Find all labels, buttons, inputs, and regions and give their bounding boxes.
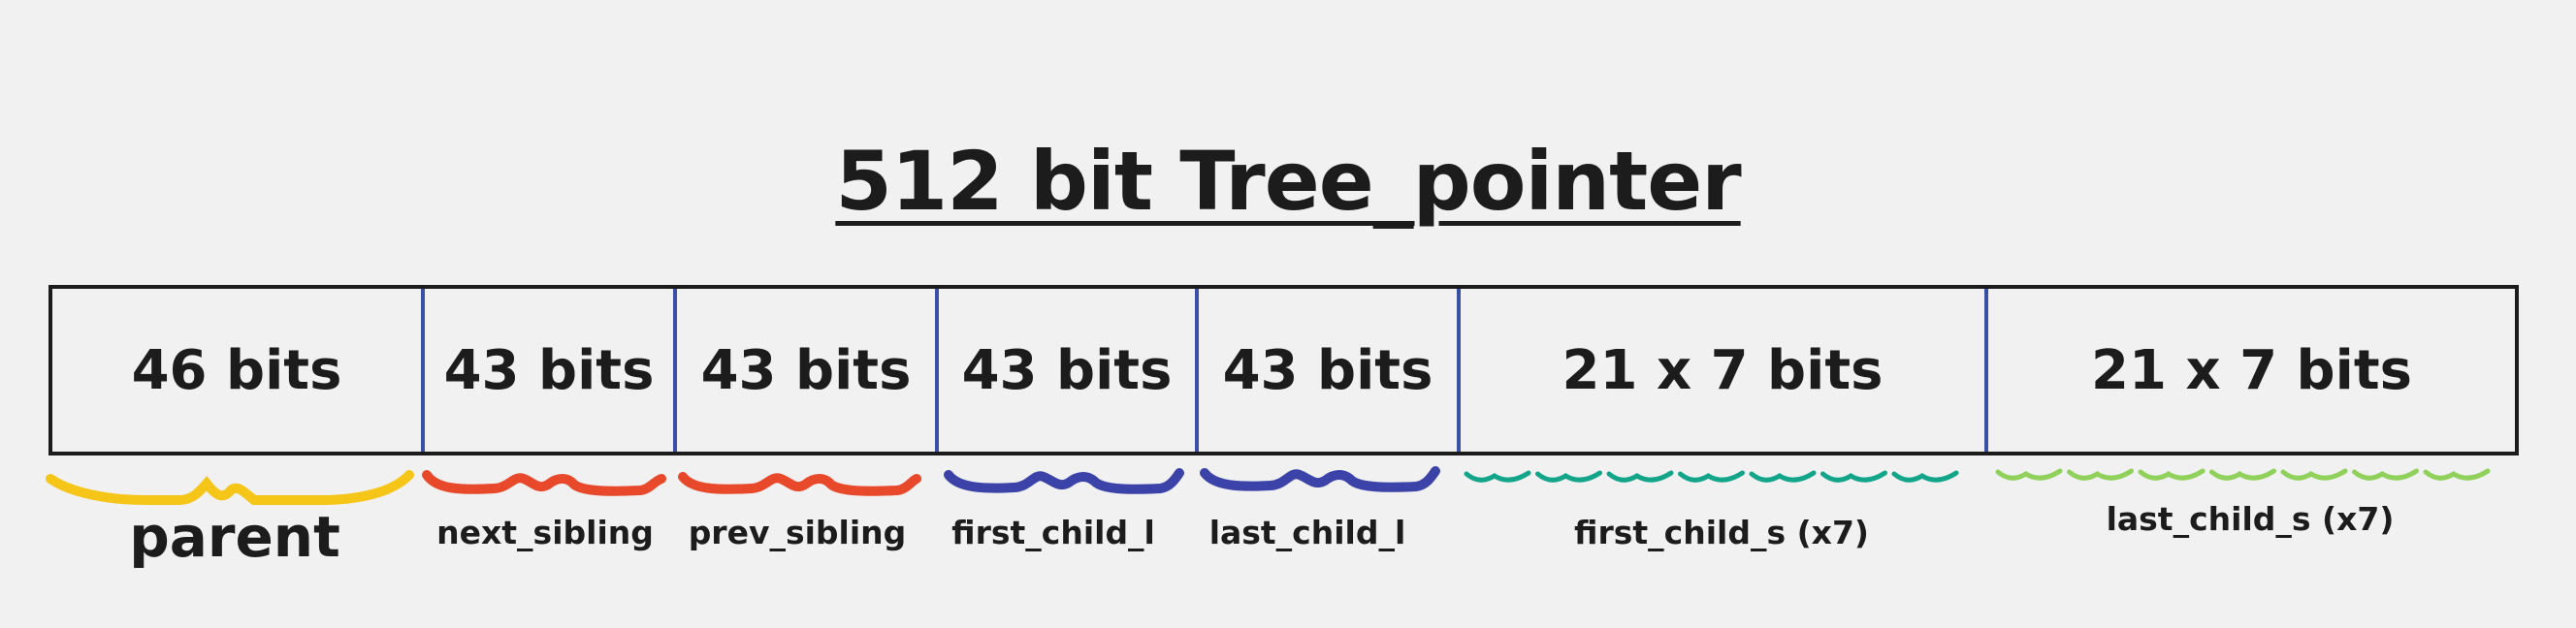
segment-first-child-s-bits: 21 x 7 bits bbox=[1562, 338, 1884, 402]
segment-divider bbox=[421, 289, 425, 452]
brace-last-child-s bbox=[1995, 468, 2491, 481]
segment-label-parent: parent bbox=[129, 504, 340, 570]
segment-label-last-child-s: last_child_s (x7) bbox=[2106, 500, 2395, 538]
segment-divider bbox=[1457, 289, 1461, 452]
segment-divider bbox=[1984, 289, 1988, 452]
brace-first-child-s bbox=[1464, 470, 1959, 483]
segment-label-first-child-s: first_child_s (x7) bbox=[1574, 514, 1869, 551]
brace-prev-sibling bbox=[678, 472, 921, 496]
segment-prev-sibling-bits: 43 bits bbox=[700, 338, 912, 402]
tree-pointer-bit-layout: 46 bits 43 bits 43 bits 43 bits 43 bits … bbox=[48, 285, 2519, 455]
segment-next-sibling-bits: 43 bits bbox=[443, 338, 655, 402]
brace-first-child-l bbox=[944, 468, 1184, 494]
brace-next-sibling bbox=[422, 470, 666, 496]
segment-divider bbox=[673, 289, 677, 452]
segment-divider bbox=[1195, 289, 1199, 452]
segment-label-first-child-l: first_child_l bbox=[951, 514, 1155, 551]
segment-divider bbox=[935, 289, 939, 452]
diagram-title: 512 bit Tree_pointer bbox=[835, 134, 1741, 229]
segment-last-child-l-bits: 43 bits bbox=[1222, 338, 1433, 402]
segment-label-prev-sibling: prev_sibling bbox=[688, 514, 907, 551]
segment-label-next-sibling: next_sibling bbox=[436, 514, 654, 551]
segment-label-last-child-l: last_child_l bbox=[1208, 514, 1406, 551]
segment-first-child-l-bits: 43 bits bbox=[961, 338, 1173, 402]
segment-last-child-s-bits: 21 x 7 bits bbox=[2091, 338, 2412, 402]
brace-parent bbox=[46, 470, 414, 505]
brace-last-child-l bbox=[1200, 466, 1440, 492]
segment-parent-bits: 46 bits bbox=[131, 338, 342, 402]
